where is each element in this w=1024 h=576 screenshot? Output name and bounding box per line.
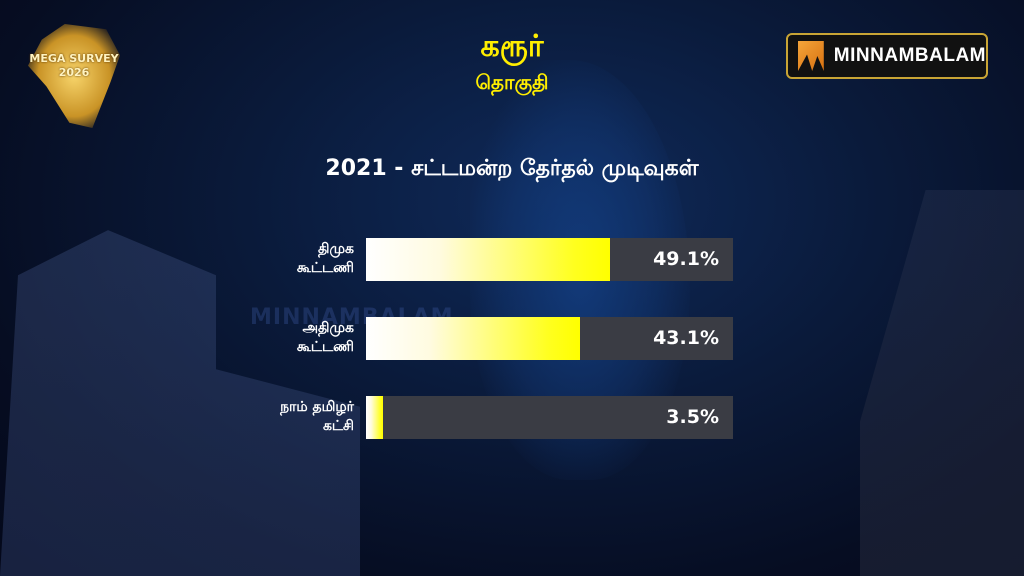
data-label: 3.5%	[666, 406, 719, 428]
category-label: நாம் தமிழர் கட்சி	[204, 398, 354, 436]
category-label: திமுக கூட்டணி	[204, 240, 354, 278]
bar	[366, 317, 580, 360]
data-label: 43.1%	[653, 327, 719, 349]
category-label-line: திமுக	[318, 241, 354, 257]
category-label-line: கட்சி	[322, 418, 354, 434]
constituency-name: கரூர்	[480, 29, 544, 64]
bar	[366, 396, 384, 439]
category-label-line: அதிமுக	[302, 320, 354, 336]
category-label-line: கூட்டணி	[296, 339, 354, 355]
bar	[366, 238, 610, 281]
constituency-label: தொகுதி	[475, 70, 549, 94]
category-label: அதிமுக கூட்டணி	[204, 319, 354, 357]
mega-survey-year: 2026	[58, 66, 90, 79]
mega-survey-logo-text: MEGA SURVEY 2026	[28, 52, 120, 80]
category-label-line: கூட்டணி	[296, 260, 354, 276]
minnambalam-logo: MINNAMBALAM	[786, 33, 988, 79]
chart-title: 2021 - சட்டமன்ற தேர்தல் முடிவுகள்	[325, 156, 699, 181]
bar-track: 43.1%	[366, 317, 733, 360]
category-label-line: நாம் தமிழர்	[280, 399, 354, 415]
minnambalam-logo-text: MINNAMBALAM	[833, 45, 986, 66]
bar-track: 49.1%	[366, 238, 733, 281]
temple-tower-background	[860, 190, 1024, 576]
data-label: 49.1%	[653, 248, 719, 270]
bar-track: 3.5%	[366, 396, 733, 439]
mega-survey-title: MEGA SURVEY	[29, 52, 119, 65]
